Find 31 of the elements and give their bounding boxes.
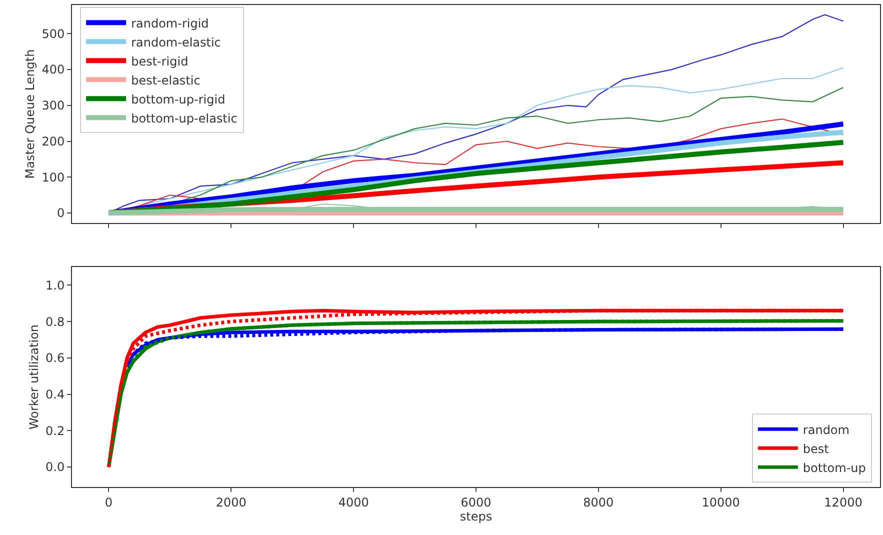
y-axis-title: Master Queue Length bbox=[22, 49, 37, 179]
x-tick-label: 10000 bbox=[702, 495, 740, 510]
x-tick-label: 2000 bbox=[216, 495, 246, 510]
y-tick-label: 1.0 bbox=[46, 278, 65, 292]
x-tick-label: 4000 bbox=[338, 495, 369, 510]
y-axis-title: Worker utilization bbox=[26, 324, 41, 430]
x-tick-label: 8000 bbox=[583, 495, 614, 510]
y-tick-label: 0.2 bbox=[46, 424, 65, 438]
y-tick-label: 500 bbox=[42, 26, 65, 41]
y-tick-label: 0.8 bbox=[46, 314, 65, 329]
x-tick-label: 12000 bbox=[824, 495, 862, 510]
y-tick-label: 0.4 bbox=[46, 387, 65, 402]
legend-label: bottom-up bbox=[802, 460, 866, 475]
legend-label: random bbox=[802, 422, 850, 437]
y-tick-label: 400 bbox=[42, 62, 65, 77]
y-tick-label: 0.0 bbox=[46, 460, 65, 474]
y-tick-label: 0.6 bbox=[46, 351, 65, 366]
x-tick-label: 0 bbox=[104, 495, 113, 510]
x-axis-title: steps bbox=[460, 509, 492, 524]
x-tick-label: 6000 bbox=[460, 495, 492, 510]
legend-label: best-rigid bbox=[131, 54, 188, 68]
y-tick-label: 0 bbox=[56, 206, 65, 220]
legend-label: best-elastic bbox=[131, 73, 200, 88]
legend-label: random-elastic bbox=[131, 35, 221, 50]
legend-label: bottom-up-elastic bbox=[131, 111, 238, 126]
y-tick-label: 200 bbox=[42, 134, 65, 148]
y-tick-label: 100 bbox=[42, 170, 65, 184]
y-tick-label: 300 bbox=[42, 98, 65, 113]
legend-label: bottom-up-rigid bbox=[131, 92, 226, 106]
legend-label: best bbox=[802, 442, 830, 456]
legend-label: random-rigid bbox=[131, 16, 209, 30]
